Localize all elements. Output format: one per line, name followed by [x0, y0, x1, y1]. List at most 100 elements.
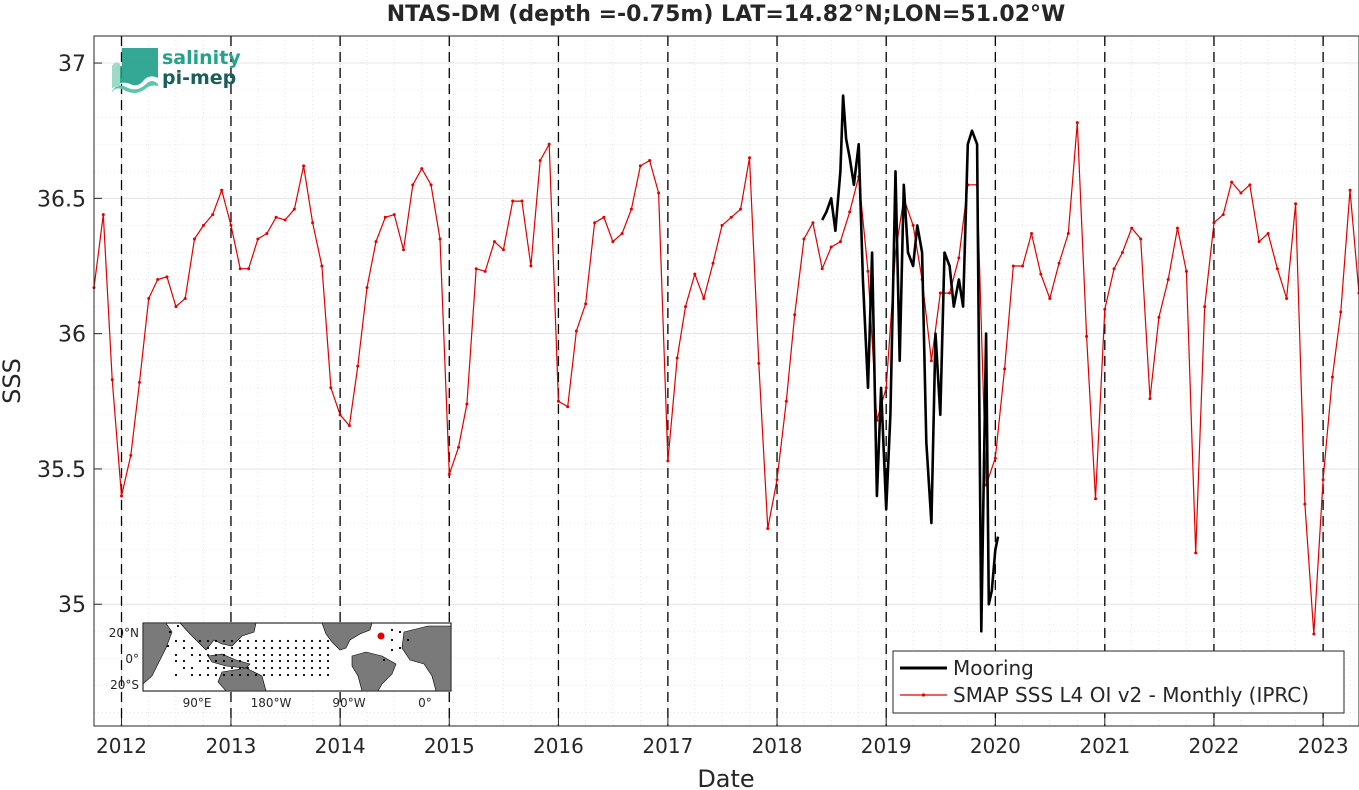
smap-point: [584, 302, 588, 306]
smap-point: [775, 478, 779, 482]
smap-point: [957, 256, 961, 260]
inset-station-dot: [222, 646, 226, 650]
series-mooring: [821, 94, 1000, 633]
smap-point: [392, 213, 396, 217]
smap-point: [566, 405, 570, 409]
inset-station-dot: [238, 666, 242, 670]
smap-point: [993, 456, 997, 460]
inset-station-dot: [222, 666, 226, 670]
legend-box: [892, 650, 1345, 714]
smap-point: [1094, 497, 1098, 501]
smap-point: [238, 267, 242, 271]
inset-station-dot: [262, 659, 266, 663]
smap-point: [511, 199, 515, 203]
smap-point: [201, 223, 205, 227]
smap-point: [347, 424, 351, 428]
inset-station-dot: [238, 646, 242, 650]
inset-mooring-stations: [166, 624, 410, 677]
salinity-pi-mep-logo: salinity pi-mep: [112, 47, 241, 93]
smap-point: [1203, 305, 1207, 309]
inset-station-dot: [230, 673, 234, 677]
smap-point: [1011, 264, 1015, 268]
inset-lon-label-90w: 90°W: [332, 696, 365, 710]
inset-station-dot: [406, 638, 410, 642]
smap-point: [1148, 397, 1152, 401]
smap-point: [1139, 237, 1143, 241]
smap-point: [1184, 269, 1188, 273]
smap-point: [866, 269, 870, 273]
inset-station-dot: [206, 673, 210, 677]
inset-station-dot: [302, 639, 306, 643]
inset-station-dot: [318, 653, 322, 657]
inset-station-dot: [390, 628, 394, 632]
smap-point: [574, 329, 578, 333]
inset-station-dot: [302, 666, 306, 670]
smap-point: [538, 158, 542, 162]
smap-point: [1194, 551, 1198, 555]
inset-station-dot: [230, 653, 234, 657]
inset-station-dot: [222, 659, 226, 663]
inset-station-dot: [278, 666, 282, 670]
smap-point: [1212, 221, 1216, 225]
inset-station-dot: [398, 630, 402, 634]
inset-station-dot: [294, 666, 298, 670]
smap-point: [1266, 232, 1270, 236]
inset-station-dot: [198, 673, 202, 677]
legend: Mooring SMAP SSS L4 OI v2 - Monthly (IPR…: [892, 650, 1345, 714]
y-axis-ticks: 35 35.5 36 36.5 37: [37, 52, 102, 618]
inset-station-dot: [230, 639, 234, 643]
smap-point: [720, 223, 724, 227]
smap-point: [684, 305, 688, 309]
smap-point: [811, 221, 815, 225]
smap-point: [211, 213, 215, 217]
inset-station-dot: [270, 646, 274, 650]
inset-station-dot: [198, 659, 202, 663]
smap-point: [638, 164, 642, 168]
inset-station-dot: [206, 639, 210, 643]
smap-point: [501, 248, 505, 252]
inset-station-dot: [238, 659, 242, 663]
x-tick-label: 2016: [533, 734, 584, 758]
smap-point: [1021, 264, 1025, 268]
inset-station-dot: [326, 673, 330, 677]
smap-point: [711, 261, 715, 265]
x-axis-label: Date: [697, 765, 754, 790]
inset-station-dot: [294, 639, 298, 643]
inset-station-dot: [286, 639, 290, 643]
smap-point: [220, 188, 224, 192]
inset-map: 20°N 0° 20°S 90°E 180°W 90°W 0°: [109, 622, 452, 710]
inset-station-dot: [262, 653, 266, 657]
smap-point: [748, 156, 752, 160]
x-tick-label: 2018: [752, 734, 803, 758]
inset-station-dot: [286, 666, 290, 670]
inset-station-dot: [230, 666, 234, 670]
smap-point: [183, 296, 187, 300]
inset-station-dot: [198, 639, 202, 643]
smap-point: [192, 237, 196, 241]
smap-point: [1003, 367, 1007, 371]
inset-lat-label-20n: 20°N: [109, 626, 139, 640]
inset-station-dot: [302, 646, 306, 650]
inset-land-south-america: [351, 651, 397, 692]
smap-point: [256, 237, 260, 241]
smap-point: [675, 356, 679, 360]
chart-title: NTAS-DM (depth =-0.75m) LAT=14.82°N;LON=…: [387, 2, 1066, 27]
inset-station-dot: [278, 673, 282, 677]
y-tick-label: 36: [58, 323, 86, 348]
inset-land-africa: [142, 622, 173, 685]
inset-station-dot: [286, 673, 290, 677]
smap-point: [529, 264, 533, 268]
smap-point: [1230, 180, 1234, 184]
inset-lat-label-0: 0°: [125, 652, 139, 666]
inset-station-dot: [278, 639, 282, 643]
inset-station-dot: [214, 666, 218, 670]
smap-point: [520, 199, 524, 203]
smap-point: [793, 313, 797, 317]
inset-station-dot: [286, 659, 290, 663]
smap-point: [1048, 296, 1052, 300]
inset-station-dot: [270, 653, 274, 657]
smap-point: [666, 459, 670, 463]
inset-station-dot: [254, 666, 258, 670]
x-tick-label: 2015: [424, 734, 475, 758]
